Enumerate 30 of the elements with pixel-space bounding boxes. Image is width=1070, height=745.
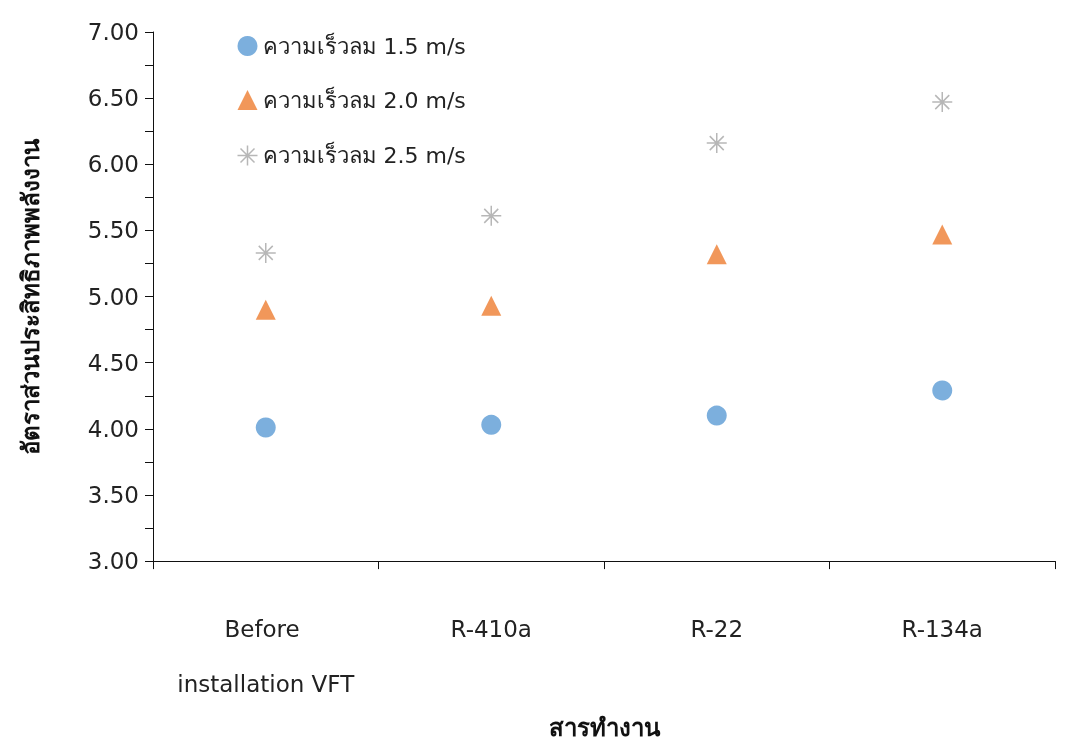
y-tick-label: 7.00 bbox=[87, 19, 139, 45]
point bbox=[932, 224, 953, 245]
y-axis-title: อัตราส่วนประสิทธิภาพพลังงาน bbox=[17, 137, 45, 455]
point bbox=[706, 405, 727, 426]
legend-label: ความเร็วลม 2.0 m/s bbox=[262, 85, 466, 113]
x-tick-label: R-134a bbox=[901, 615, 983, 642]
legend-label: ความเร็วลม 2.5 m/s bbox=[262, 141, 466, 168]
point bbox=[931, 91, 953, 113]
x-axis-title: สารทำงาน bbox=[548, 714, 661, 742]
y-tick-label: 4.00 bbox=[87, 415, 139, 442]
legend-label: ความเร็วลม 1.5 m/s bbox=[262, 31, 466, 59]
category-label: Before installation VFT bbox=[177, 615, 355, 697]
y-tick-label: 3.50 bbox=[87, 481, 139, 508]
y-tick-label: 5.00 bbox=[87, 283, 139, 310]
y-tick-label: 6.50 bbox=[87, 85, 139, 112]
point bbox=[480, 205, 502, 227]
point bbox=[706, 132, 728, 154]
point bbox=[706, 244, 727, 265]
point bbox=[255, 299, 276, 320]
x-tick-label: R-410a bbox=[450, 615, 532, 642]
point bbox=[481, 414, 502, 435]
y-tick-label: 3.00 bbox=[87, 548, 139, 575]
y-tick-label: 4.50 bbox=[87, 349, 139, 376]
point bbox=[255, 417, 276, 438]
point bbox=[481, 295, 502, 316]
point bbox=[932, 380, 953, 401]
y-tick-label: 6.00 bbox=[87, 151, 139, 178]
point bbox=[255, 242, 277, 264]
x-tick-label: R-22 bbox=[690, 615, 744, 642]
y-tick-label: 5.50 bbox=[87, 217, 139, 244]
